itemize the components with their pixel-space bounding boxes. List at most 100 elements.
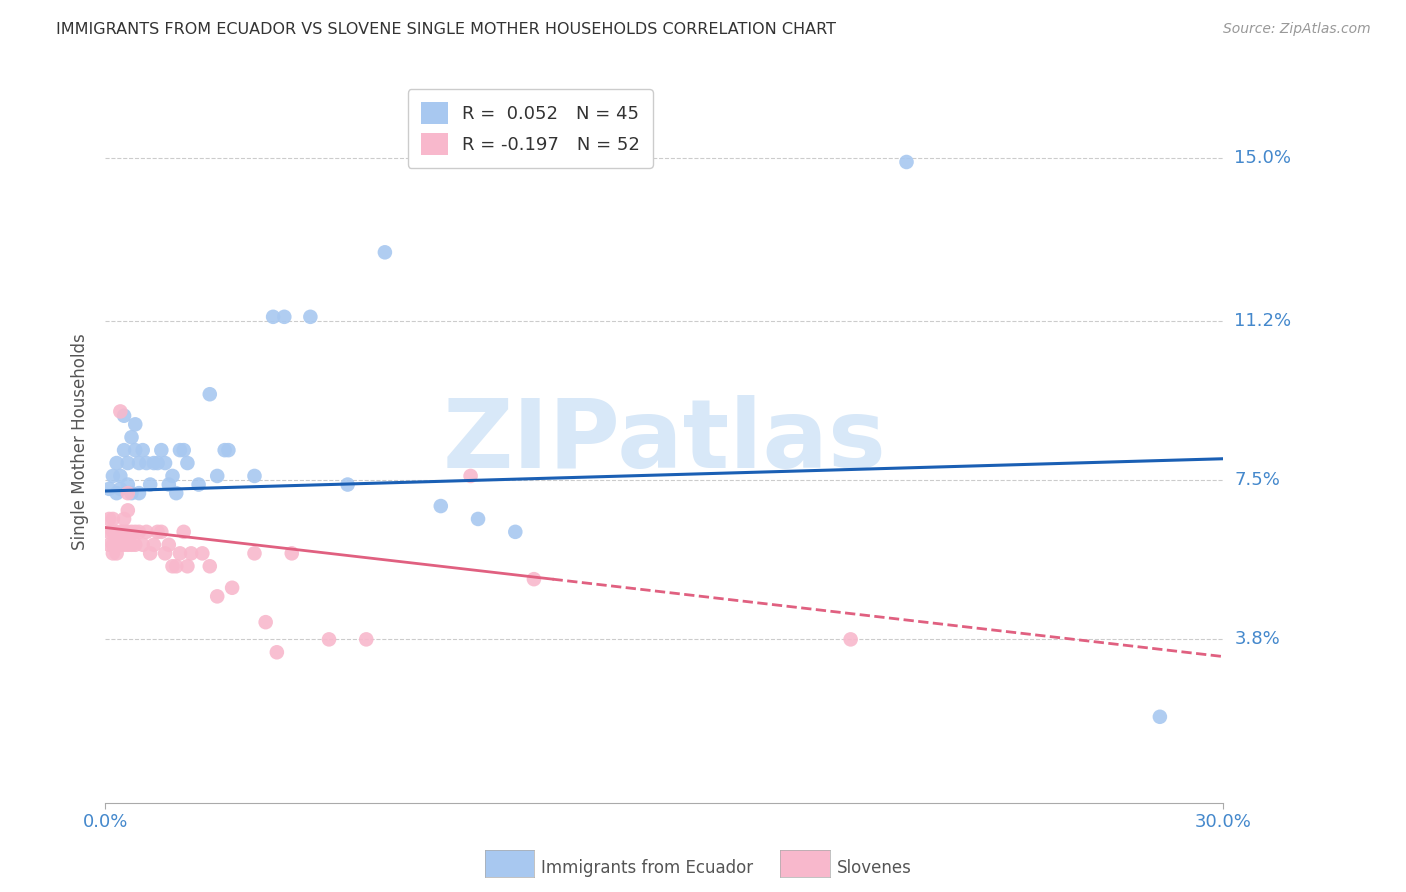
Text: 3.8%: 3.8% <box>1234 631 1279 648</box>
Text: ZIPatlas: ZIPatlas <box>443 395 886 488</box>
Point <box>221 581 243 595</box>
Point <box>110 538 132 552</box>
Point <box>139 477 162 491</box>
Point <box>132 443 155 458</box>
Point <box>839 632 862 647</box>
Point <box>1149 710 1171 724</box>
Point <box>101 469 124 483</box>
Point <box>98 482 121 496</box>
Point <box>112 409 135 423</box>
Point <box>198 387 221 401</box>
Point <box>460 469 482 483</box>
Point <box>112 524 135 539</box>
Point <box>142 456 165 470</box>
Point <box>117 486 139 500</box>
Text: IMMIGRANTS FROM ECUADOR VS SLOVENE SINGLE MOTHER HOUSEHOLDS CORRELATION CHART: IMMIGRANTS FROM ECUADOR VS SLOVENE SINGL… <box>56 22 837 37</box>
Point <box>112 512 135 526</box>
Point <box>153 456 176 470</box>
Point <box>110 482 132 496</box>
Point <box>101 512 124 526</box>
Point <box>173 443 195 458</box>
Point <box>121 538 143 552</box>
Point <box>254 615 277 630</box>
Point <box>318 632 340 647</box>
Point <box>354 632 377 647</box>
Point <box>135 456 157 470</box>
Point <box>98 538 121 552</box>
Point <box>205 469 228 483</box>
Point <box>124 524 146 539</box>
Point <box>299 310 322 324</box>
Point <box>162 559 184 574</box>
Point <box>150 443 173 458</box>
Point <box>124 443 146 458</box>
Point <box>112 443 135 458</box>
Point <box>243 546 266 560</box>
Point <box>105 456 128 470</box>
Point <box>105 538 128 552</box>
Point <box>98 512 121 526</box>
Point <box>105 524 128 539</box>
Point <box>217 443 239 458</box>
Point <box>169 546 191 560</box>
Point <box>169 443 191 458</box>
Point <box>467 512 489 526</box>
Text: 11.2%: 11.2% <box>1234 312 1292 330</box>
Point <box>101 524 124 539</box>
Point <box>112 538 135 552</box>
Point <box>162 469 184 483</box>
Point <box>110 404 132 418</box>
Point <box>146 524 169 539</box>
Point <box>105 486 128 500</box>
Point <box>503 524 526 539</box>
Point <box>430 499 453 513</box>
Point <box>128 456 150 470</box>
Point <box>117 503 139 517</box>
Point <box>117 538 139 552</box>
Point <box>142 538 165 552</box>
Point <box>157 477 180 491</box>
Point <box>110 524 132 539</box>
Text: 15.0%: 15.0% <box>1234 149 1291 167</box>
Point <box>262 310 284 324</box>
Point <box>180 546 202 560</box>
Point <box>205 590 228 604</box>
Point <box>176 559 198 574</box>
Point <box>157 538 180 552</box>
Point <box>105 546 128 560</box>
Point <box>191 546 214 560</box>
Point <box>150 524 173 539</box>
Point <box>336 477 359 491</box>
Point <box>98 524 121 539</box>
Point <box>117 524 139 539</box>
Point <box>273 310 295 324</box>
Point <box>121 486 143 500</box>
Point <box>117 477 139 491</box>
Point <box>173 524 195 539</box>
Point <box>165 559 187 574</box>
Point <box>121 430 143 444</box>
Text: 7.5%: 7.5% <box>1234 471 1281 489</box>
Point <box>124 417 146 432</box>
Point <box>266 645 288 659</box>
Point <box>124 538 146 552</box>
Point <box>139 546 162 560</box>
Point <box>187 477 209 491</box>
Point <box>523 572 546 586</box>
Point <box>374 245 396 260</box>
Point <box>243 469 266 483</box>
Text: Immigrants from Ecuador: Immigrants from Ecuador <box>541 859 754 877</box>
Point <box>101 538 124 552</box>
Point <box>896 155 918 169</box>
Point <box>214 443 236 458</box>
Point <box>176 456 198 470</box>
Point <box>146 456 169 470</box>
Text: Slovenes: Slovenes <box>837 859 911 877</box>
Point <box>153 546 176 560</box>
Point <box>132 538 155 552</box>
Point <box>110 469 132 483</box>
Point <box>281 546 304 560</box>
Point <box>128 524 150 539</box>
Legend: R =  0.052 N = 45, R = -0.197 N = 52: R = 0.052 N = 45, R = -0.197 N = 52 <box>408 89 652 168</box>
Y-axis label: Single Mother Households: Single Mother Households <box>72 334 90 549</box>
